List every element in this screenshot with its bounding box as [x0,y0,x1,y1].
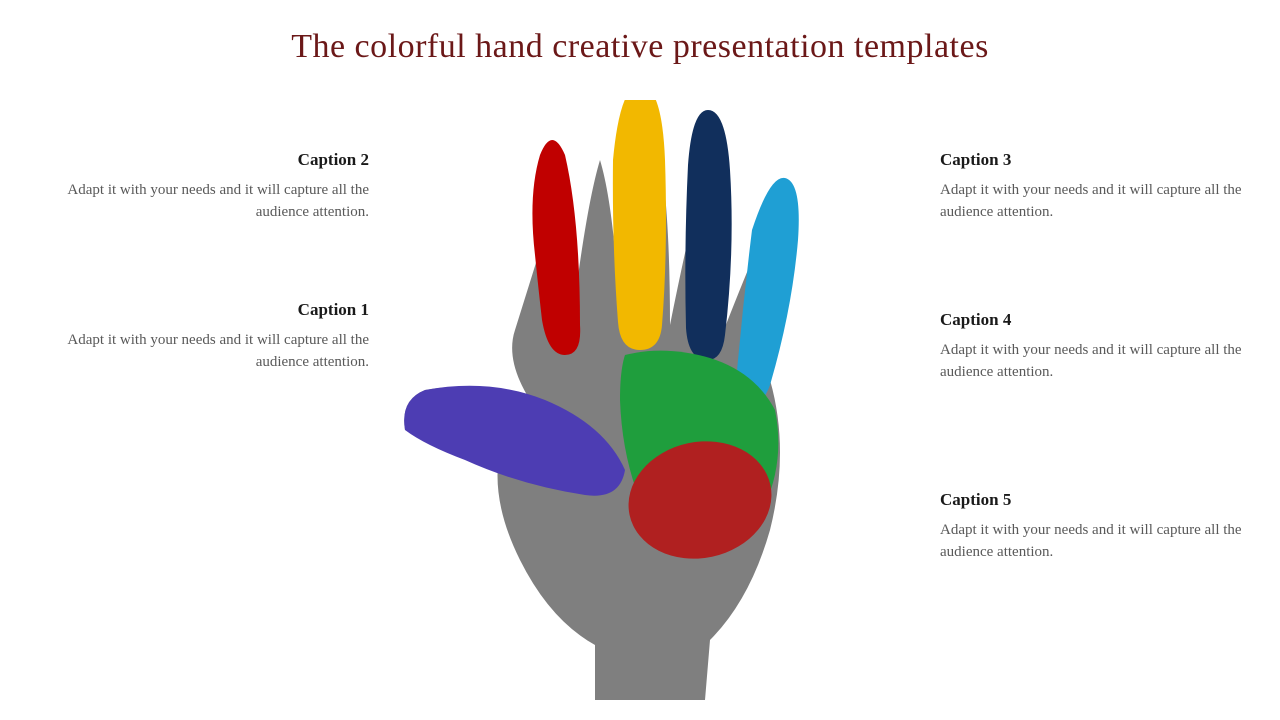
caption-5-block: Caption 5 Adapt it with your needs and i… [940,490,1245,564]
caption-4-block: Caption 4 Adapt it with your needs and i… [940,310,1245,384]
caption-3-title: Caption 3 [940,150,1245,170]
caption-5-body: Adapt it with your needs and it will cap… [940,520,1245,564]
caption-2-body: Adapt it with your needs and it will cap… [64,180,369,224]
caption-4-body: Adapt it with your needs and it will cap… [940,340,1245,384]
ring-finger-shape [685,110,731,360]
caption-1-body: Adapt it with your needs and it will cap… [64,330,369,374]
caption-3-body: Adapt it with your needs and it will cap… [940,180,1245,224]
caption-4-title: Caption 4 [940,310,1245,330]
caption-5-title: Caption 5 [940,490,1245,510]
caption-3-block: Caption 3 Adapt it with your needs and i… [940,150,1245,224]
caption-2-title: Caption 2 [64,150,369,170]
caption-1-title: Caption 1 [64,300,369,320]
colorful-hand-graphic [370,100,910,700]
slide-title: The colorful hand creative presentation … [0,28,1280,66]
pinky-finger-shape [737,178,799,402]
caption-2-block: Caption 2 Adapt it with your needs and i… [64,150,369,224]
middle-finger-shape [613,100,666,350]
caption-1-block: Caption 1 Adapt it with your needs and i… [64,300,369,374]
